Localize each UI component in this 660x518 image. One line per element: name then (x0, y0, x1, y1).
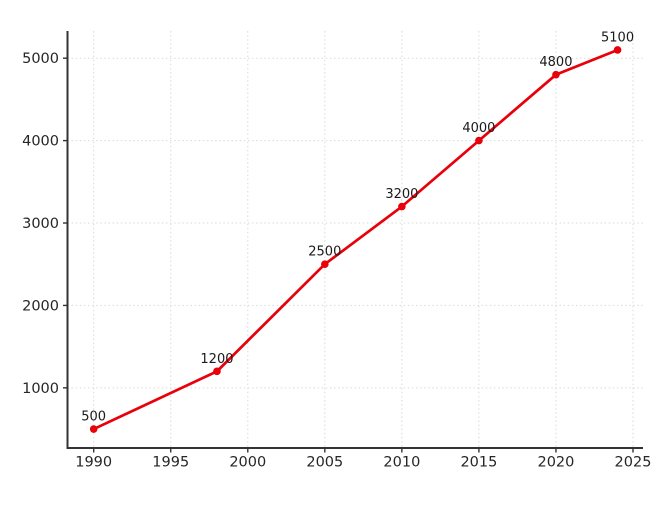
data-point (475, 136, 483, 145)
data-point-label: 500 (81, 410, 106, 425)
data-point-label: 5100 (601, 30, 634, 45)
x-tick-label: 2005 (306, 455, 343, 471)
data-point (321, 260, 329, 269)
data-point-label: 3200 (385, 187, 418, 202)
data-point (89, 425, 98, 433)
x-tick-label: 2000 (229, 455, 266, 471)
data-point (613, 46, 622, 54)
y-tick-label: 2000 (22, 298, 59, 314)
x-tick-label: 2020 (537, 455, 574, 471)
x-tick-label: 2025 (615, 455, 652, 471)
data-point-label: 4800 (539, 55, 572, 70)
y-tick-label: 5000 (22, 51, 59, 67)
x-tick-label: 2015 (460, 455, 497, 471)
data-point-label: 4000 (462, 121, 495, 136)
y-tick-label: 4000 (22, 134, 59, 150)
data-point (552, 70, 560, 79)
data-point-label: 1200 (200, 352, 233, 367)
data-point (398, 202, 406, 211)
y-tick-label: 3000 (22, 216, 59, 232)
x-tick-label: 2010 (383, 455, 420, 471)
data-point (213, 367, 221, 376)
y-tick-label: 1000 (22, 381, 59, 397)
x-tick-label: 1990 (75, 455, 112, 471)
data-point-label: 2500 (308, 245, 341, 260)
x-tick-label: 1995 (152, 455, 189, 471)
